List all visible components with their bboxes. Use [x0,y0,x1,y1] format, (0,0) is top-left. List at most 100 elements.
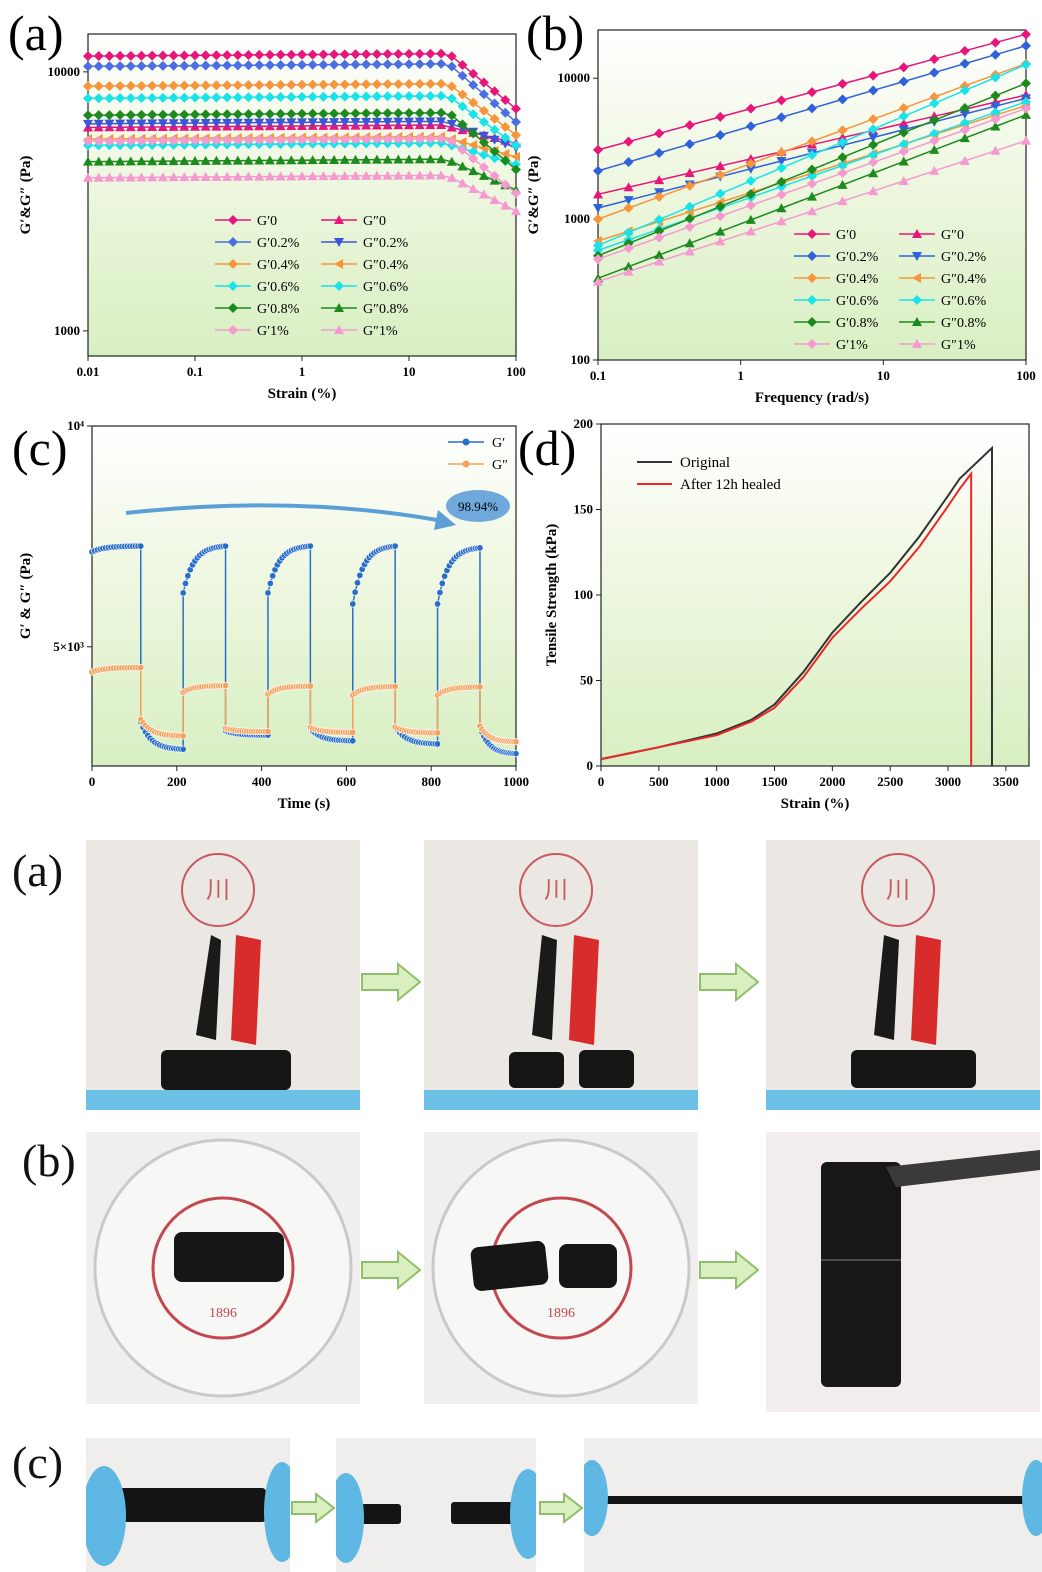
data-point [489,124,500,135]
data-point [623,227,634,238]
data-point [254,134,265,145]
legend-label: G′ [492,436,505,451]
series-line [600,470,973,766]
series-line [600,445,993,766]
data-point [104,119,115,129]
legend-marker [334,325,344,334]
data-point [393,134,404,145]
data-point [1021,135,1031,145]
data-point [350,154,361,164]
data-point [715,111,726,122]
data-point [190,109,200,120]
photo-label-c: (c) [12,1437,64,1488]
photo-label-b: (b) [22,1135,76,1186]
data-point [137,664,145,672]
x-tick-label: 1 [737,368,744,383]
data-point [393,48,404,59]
data-point [807,171,817,182]
y-axis-label: G′&G″ (Pa) [526,156,542,235]
data-point [468,166,479,176]
x-tick-label: 0 [89,774,96,789]
y-tick-label: 100 [574,587,594,602]
legend-label: G′0.4% [836,272,879,287]
data-point [200,135,211,146]
data-point [211,80,222,91]
data-point [468,183,479,193]
data-point [222,50,233,61]
data-point [404,170,414,180]
legend-label: G′0.6% [836,294,879,309]
data-point [264,589,272,597]
data-point [684,213,695,224]
y-tick-label: 10000 [558,70,591,85]
x-axis-label: Frequency (rad/s) [755,390,869,406]
data-point [511,188,521,199]
data-point [179,172,190,182]
data-point [104,110,115,121]
data-point [275,134,286,145]
data-point [351,588,359,596]
legend-label: G′0.6% [257,280,300,295]
data-point [136,60,147,71]
data-point [382,154,393,164]
legend-label: G″0.4% [363,258,408,273]
data-point [329,59,340,70]
data-point [361,108,372,119]
legend-label: G″0.6% [941,294,986,309]
data-point [414,107,425,118]
data-point [371,134,382,145]
data-point [457,101,468,112]
data-point [382,79,393,90]
data-point [286,59,297,70]
data-point [361,154,372,164]
x-axis-label: Strain (%) [781,796,850,812]
data-point [147,172,158,182]
legend-label: G′0 [836,228,856,243]
data-point [837,78,848,89]
data-point [623,203,634,214]
data-point [468,153,479,164]
data-point [232,171,243,181]
data-point [623,266,634,276]
data-point [329,171,340,181]
data-point [425,48,436,59]
data-point [654,191,665,202]
data-point [990,102,1001,112]
data-point [286,171,297,181]
data-point [929,144,940,154]
data-point [654,214,665,225]
data-point [264,134,275,145]
data-point [350,170,361,180]
data-point [457,70,468,81]
data-point [393,170,404,180]
data-point [243,155,254,165]
data-point [179,156,190,166]
data-point [286,91,297,102]
data-point [350,91,361,102]
data-point [414,48,425,59]
data-point [297,171,307,181]
data-point [232,50,243,61]
data-point [264,728,272,736]
photo-label-a: (a) [12,845,64,896]
data-point [684,120,695,131]
data-point [179,109,190,120]
data-point [393,117,404,127]
data-point [837,94,848,105]
data-point [476,683,484,691]
data-point [275,92,286,103]
legend-label: G′0.8% [257,302,300,317]
data-point [115,93,126,104]
x-tick-label: 800 [421,774,441,789]
data-point [990,114,1001,125]
data-point [83,156,93,166]
data-point [190,135,200,146]
annotation-bubble [446,490,510,522]
data-point [190,92,200,103]
data-point [200,50,211,61]
data-point [83,119,93,129]
data-point [654,226,665,237]
data-point [500,132,511,143]
data-point [478,149,489,160]
data-point [446,61,457,72]
